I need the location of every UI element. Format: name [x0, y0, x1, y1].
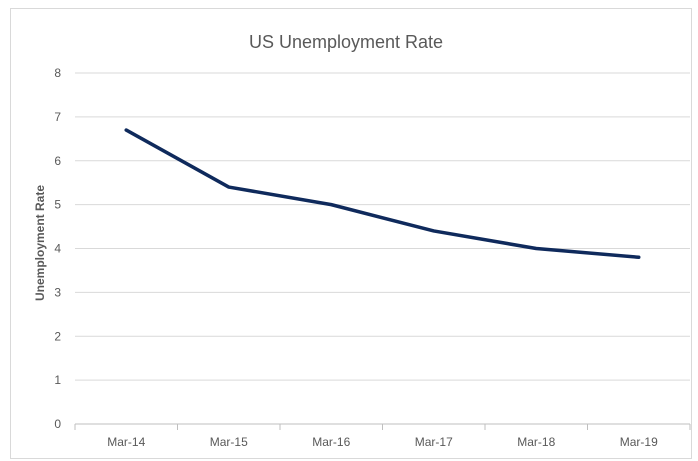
y-tick-label-4: 4 [54, 242, 61, 256]
x-tick-label-mar-16: Mar-16 [312, 435, 350, 449]
x-axis-ticks: Mar-14 Mar-15 Mar-16 Mar-17 Mar-18 Mar-19 [74, 424, 691, 449]
series-group [124, 128, 641, 260]
series-line-0 [124, 128, 641, 260]
gridlines [75, 72, 690, 381]
y-tick-label-7: 7 [54, 110, 61, 124]
y-tick-label-3: 3 [54, 285, 61, 299]
y-tick-label-6: 6 [54, 154, 61, 168]
y-axis-ticks: 0 1 2 3 4 5 6 7 8 [54, 66, 61, 431]
y-tick-label-1: 1 [54, 373, 61, 387]
x-tick-label-mar-17: Mar-17 [415, 435, 453, 449]
x-tick-label-mar-15: Mar-15 [210, 435, 248, 449]
y-axis-title: Unemployment Rate [33, 185, 47, 301]
x-tick-label-mar-14: Mar-14 [107, 435, 145, 449]
chart-title: US Unemployment Rate [249, 32, 443, 52]
y-tick-label-2: 2 [54, 329, 61, 343]
y-tick-label-8: 8 [54, 66, 61, 80]
chart-frame [10, 8, 692, 459]
x-tick-label-mar-18: Mar-18 [517, 435, 555, 449]
y-tick-label-0: 0 [54, 417, 61, 431]
y-tick-label-5: 5 [54, 198, 61, 212]
x-tick-label-mar-19: Mar-19 [620, 435, 658, 449]
